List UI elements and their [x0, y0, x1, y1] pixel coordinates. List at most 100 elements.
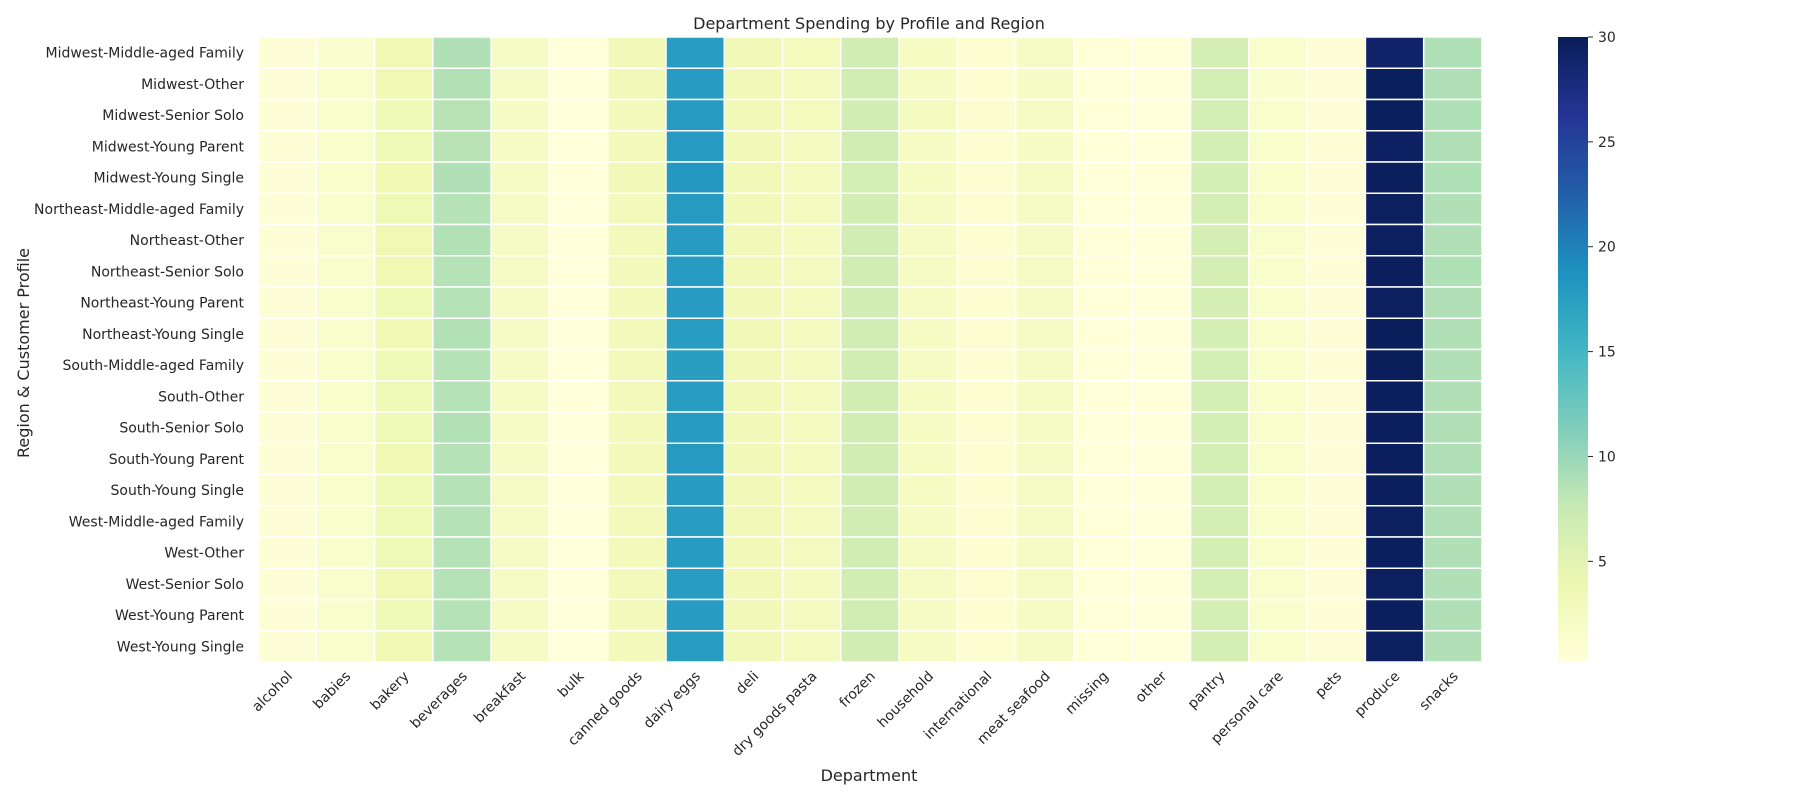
heatmap-cell-northeast-young-single-other: [1131, 317, 1192, 351]
heatmap-cell-midwest-senior-solo-pantry: [1189, 98, 1250, 132]
heatmap-cell-midwest-senior-solo-beverages: [432, 98, 492, 132]
heatmap-cell-midwest-young-single-bulk: [548, 161, 609, 194]
column-label-pets: pets: [1312, 669, 1345, 702]
heatmap-cell-northeast-middle-aged-family-bakery: [373, 192, 434, 226]
column-label-breakfast: breakfast: [471, 668, 529, 726]
heatmap-cell-west-young-parent-breakfast: [490, 598, 551, 632]
heatmap-cell-south-young-parent-meat-seafood: [1014, 442, 1075, 476]
heatmap-cell-west-young-single-pets: [1306, 630, 1367, 663]
heatmap-cell-south-young-parent-international: [956, 442, 1017, 476]
heatmap-cell-northeast-young-single-dry-goods-pasta: [781, 317, 842, 351]
heatmap-cell-midwest-young-single-produce: [1364, 161, 1425, 194]
heatmap-cell-west-young-parent-babies: [315, 598, 376, 632]
heatmap-cell-northeast-young-parent-alcohol: [257, 286, 318, 319]
row-label-south-senior-solo: South-Senior Solo: [119, 421, 244, 437]
heatmap-cell-south-young-parent-bulk: [548, 442, 609, 476]
heatmap-cell-northeast-senior-solo-household: [898, 255, 959, 288]
heatmap-cell-west-other-meat-seafood: [1014, 536, 1075, 569]
heatmap-cell-west-senior-solo-personal-care: [1248, 567, 1308, 601]
heatmap-cell-south-young-single-bakery: [373, 473, 434, 507]
heatmap-cell-south-young-parent-bakery: [373, 442, 434, 476]
heatmap-cell-northeast-middle-aged-family-missing: [1073, 192, 1134, 226]
heatmap-cell-south-middle-aged-family-bakery: [373, 348, 434, 382]
row-label-west-young-single: West-Young Single: [117, 639, 244, 655]
heatmap-cells: [257, 36, 1483, 663]
heatmap-cell-west-senior-solo-household: [898, 567, 959, 601]
heatmap-cell-south-other-dairy-eggs: [665, 380, 726, 413]
heatmap-cell-west-young-single-meat-seafood: [1014, 630, 1075, 663]
heatmap-cell-south-middle-aged-family-household: [898, 348, 959, 382]
heatmap-cell-midwest-middle-aged-family-dry-goods-pasta: [781, 36, 842, 69]
heatmap-cell-midwest-young-parent-deli: [723, 130, 784, 163]
heatmap-cell-west-young-parent-personal-care: [1248, 598, 1308, 632]
heatmap-cell-midwest-young-single-canned-goods: [606, 161, 667, 194]
heatmap-cell-west-senior-solo-breakfast: [490, 567, 551, 601]
heatmap-cell-south-young-single-meat-seafood: [1014, 473, 1075, 507]
heatmap-cell-south-young-parent-missing: [1073, 442, 1134, 476]
heatmap-cell-northeast-middle-aged-family-dairy-eggs: [665, 192, 726, 226]
heatmap-cell-south-other-snacks: [1422, 380, 1483, 413]
heatmap-cell-west-middle-aged-family-canned-goods: [606, 505, 667, 538]
heatmap-cell-south-senior-solo-dry-goods-pasta: [781, 411, 842, 444]
heatmap-cell-midwest-young-single-dairy-eggs: [665, 161, 726, 194]
heatmap-cell-south-other-missing: [1073, 380, 1134, 413]
row-label-midwest-young-single: Midwest-Young Single: [94, 171, 244, 187]
heatmap-cell-midwest-middle-aged-family-produce: [1364, 36, 1425, 69]
heatmap-cell-west-young-parent-bakery: [373, 598, 434, 632]
heatmap-cell-south-other-pantry: [1189, 380, 1250, 413]
heatmap-cell-south-middle-aged-family-frozen: [840, 348, 900, 382]
heatmap-cell-midwest-young-parent-frozen: [840, 130, 900, 163]
heatmap-cell-northeast-young-single-beverages: [432, 317, 492, 351]
heatmap-cell-midwest-senior-solo-bakery: [373, 98, 434, 132]
heatmap-cell-midwest-senior-solo-personal-care: [1248, 98, 1308, 132]
heatmap-cell-west-senior-solo-bulk: [548, 567, 609, 601]
heatmap-cell-south-middle-aged-family-pantry: [1189, 348, 1250, 382]
heatmap-cell-west-middle-aged-family-beverages: [432, 505, 492, 538]
heatmap-cell-west-middle-aged-family-missing: [1073, 505, 1134, 538]
heatmap-cell-midwest-other-bulk: [548, 67, 609, 101]
heatmap-cell-south-young-single-other: [1131, 473, 1192, 507]
heatmap-cell-south-other-beverages: [432, 380, 492, 413]
heatmap-cell-west-senior-solo-meat-seafood: [1014, 567, 1075, 601]
heatmap-cell-northeast-middle-aged-family-deli: [723, 192, 784, 226]
heatmap-cell-northeast-young-single-breakfast: [490, 317, 551, 351]
heatmap-cell-west-middle-aged-family-international: [956, 505, 1017, 538]
heatmap-cell-northeast-young-single-deli: [723, 317, 784, 351]
heatmap-cell-west-young-single-pantry: [1189, 630, 1250, 663]
row-label-south-young-parent: South-Young Parent: [109, 452, 245, 468]
heatmap-cell-midwest-senior-solo-dairy-eggs: [665, 98, 726, 132]
heatmap-cell-midwest-young-single-babies: [315, 161, 376, 194]
heatmap-cell-west-senior-solo-dry-goods-pasta: [781, 567, 842, 601]
heatmap-cell-west-senior-solo-pets: [1306, 567, 1367, 601]
heatmap-cell-west-middle-aged-family-babies: [315, 505, 376, 538]
heatmap-cell-northeast-young-parent-bakery: [373, 286, 434, 319]
heatmap-cell-midwest-middle-aged-family-pets: [1306, 36, 1367, 69]
heatmap-cell-midwest-young-single-pantry: [1189, 161, 1250, 194]
heatmap-cell-west-middle-aged-family-dairy-eggs: [665, 505, 726, 538]
heatmap-cell-south-senior-solo-babies: [315, 411, 376, 444]
row-labels: Midwest-Middle-aged Family Midwest-Other M…: [34, 46, 244, 656]
heatmap-cell-south-middle-aged-family-alcohol: [257, 348, 318, 382]
column-label-snacks: snacks: [1417, 669, 1462, 714]
heatmap-cell-midwest-other-bakery: [373, 67, 434, 101]
heatmap-cell-midwest-young-single-meat-seafood: [1014, 161, 1075, 194]
heatmap-cell-west-other-babies: [315, 536, 376, 569]
colorbar-tick-label-15: 15: [1598, 345, 1616, 361]
heatmap-cell-midwest-middle-aged-family-missing: [1073, 36, 1134, 69]
heatmap-cell-northeast-young-single-pets: [1306, 317, 1367, 351]
heatmap-cell-midwest-young-single-international: [956, 161, 1017, 194]
heatmap-cell-south-middle-aged-family-canned-goods: [606, 348, 667, 382]
heatmap-cell-midwest-senior-solo-missing: [1073, 98, 1134, 132]
heatmap-cell-west-other-bakery: [373, 536, 434, 569]
heatmap-cell-northeast-young-parent-babies: [315, 286, 376, 319]
heatmap-cell-south-senior-solo-bulk: [548, 411, 609, 444]
colorbar-tick-label-25: 25: [1598, 135, 1616, 151]
heatmap-cell-northeast-middle-aged-family-pantry: [1189, 192, 1250, 226]
heatmap-cell-northeast-senior-solo-breakfast: [490, 255, 551, 288]
heatmap-cell-west-middle-aged-family-snacks: [1422, 505, 1483, 538]
heatmap-cell-midwest-other-snacks: [1422, 67, 1483, 101]
column-label-babies: babies: [310, 669, 354, 713]
column-label-beverages: beverages: [408, 669, 471, 732]
heatmap-cell-midwest-young-single-beverages: [432, 161, 492, 194]
heatmap-cell-northeast-middle-aged-family-canned-goods: [606, 192, 667, 226]
